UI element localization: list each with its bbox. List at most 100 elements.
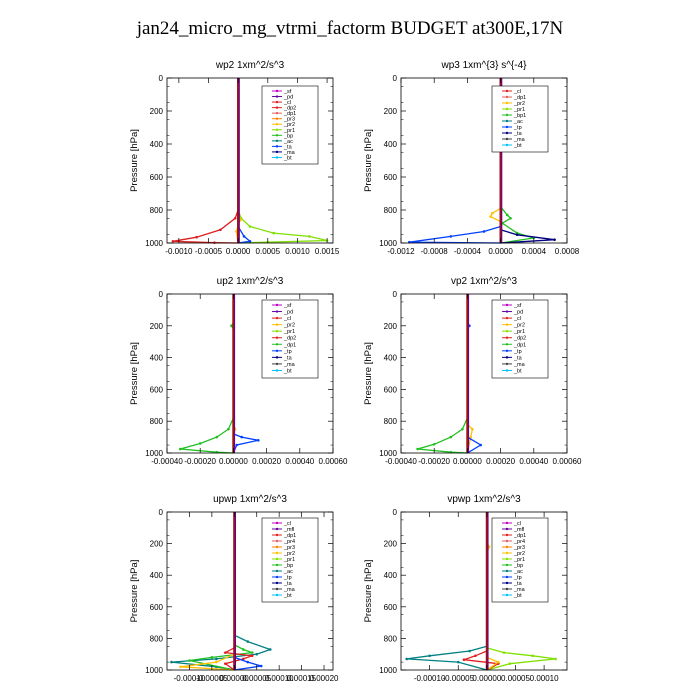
legend-label: _dp1 (513, 533, 526, 539)
legend-marker (505, 581, 509, 585)
y-tick-label: 800 (384, 417, 398, 426)
x-tick-label: 0.00000 (220, 674, 249, 683)
legend-marker (275, 545, 279, 549)
legend-marker (275, 551, 279, 555)
y-tick-label: 800 (384, 634, 398, 643)
data-point (272, 231, 276, 235)
legend-marker (505, 545, 509, 549)
legend-marker (275, 362, 279, 366)
legend: _sf_pd_cl_pr2_pr1_dp2_dp1_tp_ta_ma_bt (491, 299, 549, 379)
legend-label: _cl (283, 521, 291, 527)
legend-label: _ta (283, 355, 293, 361)
legend-label: _dp1 (283, 111, 296, 117)
legend-label: _pd (283, 310, 293, 316)
legend-label: _pr1 (513, 557, 525, 563)
legend-marker (275, 316, 279, 320)
y-axis-label: Pressure [hPa] (129, 560, 140, 623)
y-tick-label: 1000 (145, 449, 163, 458)
legend-box (491, 299, 549, 379)
data-point (531, 654, 534, 658)
x-tick-label: -0.0010 (165, 247, 193, 256)
data-point (505, 213, 509, 217)
legend-label: _pr2 (513, 101, 525, 107)
legend-marker (275, 106, 279, 109)
x-tick-label: -0.00005 (442, 674, 474, 683)
legend-label: _cl (283, 100, 291, 106)
data-point (198, 442, 202, 445)
data-point (219, 228, 222, 232)
data-point (497, 660, 500, 664)
legend-marker (275, 527, 279, 531)
legend-marker (275, 563, 279, 567)
x-tick-label: -0.0008 (421, 247, 449, 256)
legend-marker (505, 143, 509, 147)
legend-label: _ma (513, 137, 526, 143)
y-tick-label: 400 (384, 571, 398, 580)
y-tick-label: 1000 (145, 666, 163, 675)
y-tick-label: 600 (384, 603, 398, 612)
data-point (215, 435, 219, 439)
chart-panel: vpwp 1xm^2/s^3 Pressure [hPa] 0 200 400 600 80… (363, 494, 568, 683)
y-axis-label: Pressure [hPa] (363, 129, 374, 192)
data-point (449, 435, 453, 439)
legend-label: _pr3 (283, 545, 295, 551)
legend-marker (505, 323, 509, 326)
legend-marker (505, 563, 509, 567)
legend-marker (275, 581, 279, 585)
legend-label: _ta (513, 131, 523, 137)
y-tick-label: 400 (384, 140, 398, 149)
y-tick-label: 800 (150, 634, 164, 643)
legend-marker (275, 349, 279, 353)
legend-marker (275, 139, 279, 143)
x-tick-label: 0.0008 (555, 247, 580, 256)
data-point (307, 235, 311, 238)
legend-marker (505, 356, 509, 359)
y-tick-label: 0 (159, 74, 164, 83)
y-tick-label: 600 (384, 385, 398, 394)
legend-marker (275, 123, 279, 126)
x-tick-label: -0.00040 (151, 457, 183, 466)
data-point (468, 649, 471, 653)
legend-marker (275, 587, 279, 591)
x-tick-label: -0.0004 (454, 247, 482, 256)
y-tick-label: 400 (150, 354, 164, 363)
series-line (417, 294, 469, 454)
data-point (456, 660, 460, 664)
legend-label: _bp (283, 563, 293, 569)
legend-marker (275, 128, 279, 131)
legend-label: _pr1 (513, 107, 525, 113)
y-tick-label: 200 (384, 322, 398, 331)
legend-label: _sf (513, 303, 522, 309)
legend-marker (505, 539, 509, 543)
legend: _sf_pd_cl_pr2_pr1_dp2_dp1_tp_ta_ma_bt (261, 299, 319, 379)
legend-marker (505, 316, 509, 320)
x-tick-label: 0.00015 (287, 674, 316, 683)
legend-label: _pr2 (283, 323, 295, 329)
legend-marker (505, 551, 509, 555)
x-tick-label: 0.00000 (472, 674, 501, 683)
legend-label: _tp (283, 349, 292, 355)
legend-label: _ma (513, 362, 526, 368)
y-axis-label: Pressure [hPa] (129, 342, 140, 405)
legend-marker (505, 527, 509, 531)
data-point (482, 230, 486, 233)
legend-marker (505, 593, 509, 597)
legend-label: _pr1 (513, 329, 525, 335)
legend-label: _dp1 (283, 342, 296, 348)
series-line (223, 512, 253, 671)
data-point (405, 657, 409, 661)
y-axis-label: Pressure [hPa] (129, 129, 140, 192)
legend-marker (505, 587, 509, 591)
x-tick-label: 0.00005 (242, 674, 271, 683)
data-point (474, 654, 477, 658)
data-point (248, 225, 252, 228)
x-tick-label: 0.00020 (310, 674, 339, 683)
legend-marker (505, 533, 509, 537)
y-tick-label: 0 (393, 74, 398, 83)
x-tick-label: 0.00020 (252, 457, 281, 466)
legend-marker (505, 336, 509, 339)
chart-title: upwp 1xm^2/s^3 (213, 494, 287, 505)
x-tick-label: -0.00040 (385, 457, 417, 466)
data-point (227, 427, 230, 431)
series-line (171, 512, 273, 671)
